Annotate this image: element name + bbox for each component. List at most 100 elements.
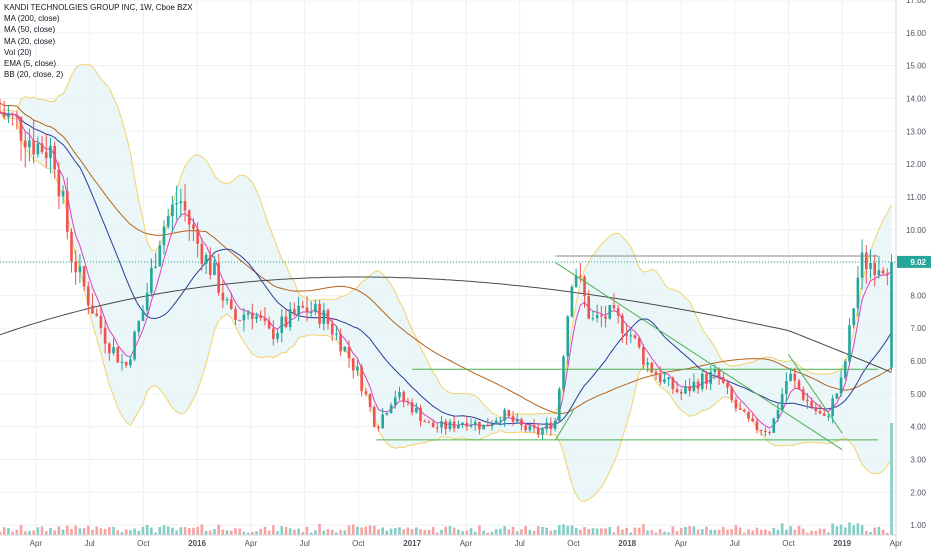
x-tick-label: 2018 bbox=[618, 539, 636, 548]
candle-body bbox=[389, 405, 393, 414]
volume-bar bbox=[196, 526, 199, 535]
candle-body bbox=[398, 392, 401, 398]
candle-body bbox=[700, 373, 704, 389]
candle-body bbox=[141, 310, 145, 322]
volume-bar bbox=[280, 526, 284, 535]
candle-body bbox=[536, 428, 540, 435]
price-axis: 1.002.003.004.005.006.007.008.009.0010.0… bbox=[895, 0, 932, 550]
candle-body bbox=[835, 393, 839, 399]
volume-bar bbox=[621, 529, 624, 535]
volume-bar bbox=[53, 530, 56, 535]
volume-bar bbox=[288, 528, 292, 535]
volume-bar bbox=[486, 532, 490, 535]
volume-bar bbox=[461, 531, 464, 535]
volume-bar bbox=[393, 528, 397, 535]
candle-body bbox=[87, 286, 90, 306]
candle-body bbox=[562, 356, 565, 390]
volume-bar bbox=[545, 527, 548, 535]
volume-bar bbox=[768, 531, 771, 535]
volume-bar bbox=[755, 527, 759, 535]
volume-bar bbox=[229, 530, 233, 535]
volume-bar bbox=[780, 523, 784, 535]
volume-bar bbox=[654, 532, 658, 535]
y-tick-label: 15.00 bbox=[906, 62, 927, 71]
candle-body bbox=[166, 216, 170, 227]
candle-body bbox=[864, 252, 868, 270]
candle-body bbox=[221, 292, 225, 301]
candle-body bbox=[70, 232, 73, 262]
volume-bar bbox=[150, 527, 153, 535]
volume-bar bbox=[356, 526, 359, 535]
volume-bar bbox=[431, 526, 435, 535]
volume-bar bbox=[251, 532, 254, 535]
y-tick-label: 17.00 bbox=[906, 0, 927, 5]
volume-bar bbox=[822, 528, 826, 535]
candle-body bbox=[751, 418, 755, 422]
candle-body bbox=[713, 368, 717, 372]
candle-body bbox=[154, 266, 157, 268]
volume-bar bbox=[360, 527, 363, 535]
candle-body bbox=[684, 386, 687, 394]
volume-bar bbox=[793, 529, 797, 535]
candle-body bbox=[886, 273, 889, 275]
volume-bar bbox=[570, 525, 574, 535]
candle-body bbox=[675, 389, 679, 393]
ma200-line bbox=[0, 276, 892, 373]
candle-body bbox=[469, 425, 473, 427]
x-tick-label: Apr bbox=[675, 539, 688, 548]
trend-line bbox=[788, 354, 843, 434]
volume-bar bbox=[78, 528, 82, 535]
candle-body bbox=[528, 425, 532, 431]
volume-bar bbox=[137, 530, 141, 535]
candle-body bbox=[490, 424, 494, 427]
legend-ma20: MA (20, close) bbox=[4, 36, 56, 46]
candle-body bbox=[187, 210, 191, 225]
candle-body bbox=[280, 316, 284, 334]
candle-body bbox=[272, 328, 275, 339]
x-tick-label: 2019 bbox=[833, 539, 851, 548]
candle-body bbox=[284, 316, 288, 327]
candle-body bbox=[532, 425, 536, 429]
x-tick-label: Apr bbox=[890, 539, 903, 548]
volume-bar bbox=[410, 529, 414, 535]
candle-body bbox=[436, 427, 439, 429]
candle-body bbox=[801, 389, 805, 400]
volume-bar bbox=[457, 529, 460, 535]
candle-body bbox=[57, 169, 61, 197]
volume-bar bbox=[797, 525, 801, 535]
volume-bar bbox=[541, 526, 544, 535]
volume-bar bbox=[108, 527, 111, 535]
volume-bar bbox=[309, 532, 313, 535]
candle-body bbox=[785, 381, 788, 395]
candle-body bbox=[549, 422, 553, 430]
volume-bar bbox=[890, 423, 893, 535]
volume-bar bbox=[759, 529, 763, 535]
volume-bar bbox=[553, 529, 557, 535]
candle-body bbox=[335, 333, 338, 335]
candle-body bbox=[705, 373, 708, 384]
candle-body bbox=[112, 347, 115, 354]
candle-body bbox=[637, 337, 641, 348]
candle-body bbox=[730, 387, 734, 400]
candle-body bbox=[343, 347, 347, 352]
candle-body bbox=[759, 429, 763, 431]
candle-body bbox=[305, 307, 309, 313]
x-tick-label: 2016 bbox=[188, 539, 206, 548]
candle-body bbox=[667, 377, 670, 380]
volume-bar bbox=[864, 530, 868, 535]
volume-bar bbox=[751, 530, 755, 535]
candle-body bbox=[204, 254, 208, 264]
candle-body bbox=[633, 335, 637, 338]
candle-body bbox=[654, 371, 658, 375]
volume-bar bbox=[713, 529, 717, 535]
candle-body bbox=[393, 397, 397, 406]
volume-bar bbox=[856, 523, 860, 535]
candle-body bbox=[566, 316, 570, 357]
x-tick-label: Apr bbox=[245, 539, 258, 548]
volume-bar bbox=[402, 529, 406, 535]
candle-body bbox=[145, 292, 149, 311]
time-axis: Apr Jul Oct 2016 Apr Jul Oct 2017 Apr Jul Oct 2018 A… bbox=[0, 534, 903, 548]
candle-body bbox=[23, 140, 27, 148]
